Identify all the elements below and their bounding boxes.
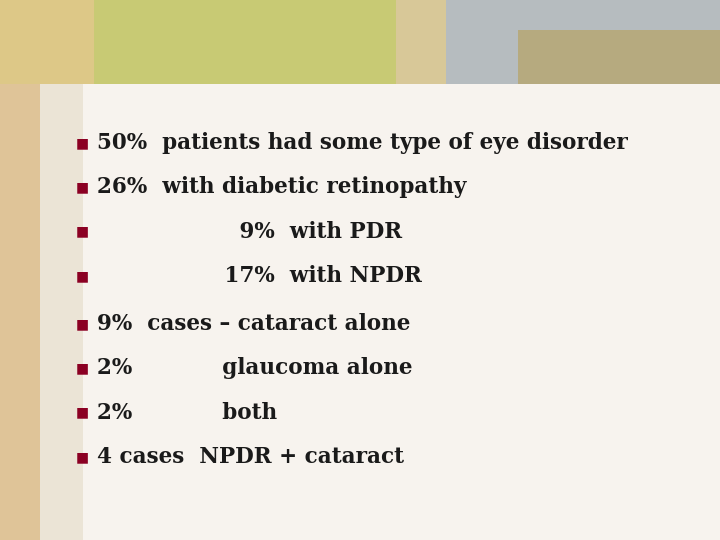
Text: 26%  with diabetic retinopathy: 26% with diabetic retinopathy <box>97 177 467 198</box>
Text: 4 cases  NPDR + cataract: 4 cases NPDR + cataract <box>97 446 404 468</box>
Text: ■: ■ <box>76 361 89 375</box>
Text: ■: ■ <box>76 225 89 239</box>
Text: ■: ■ <box>76 450 89 464</box>
Text: 9%  with PDR: 9% with PDR <box>97 221 402 242</box>
Text: ■: ■ <box>76 136 89 150</box>
Text: 17%  with NPDR: 17% with NPDR <box>97 265 422 287</box>
Bar <box>94 0 396 84</box>
Bar <box>0 0 94 84</box>
Text: 50%  patients had some type of eye disorder: 50% patients had some type of eye disord… <box>97 132 628 154</box>
Bar <box>446 0 720 84</box>
Text: 9%  cases – cataract alone: 9% cases – cataract alone <box>97 313 410 335</box>
Bar <box>0 0 720 84</box>
Bar <box>518 30 720 84</box>
Text: ■: ■ <box>76 269 89 283</box>
Bar <box>40 84 720 540</box>
Text: ■: ■ <box>76 317 89 331</box>
Text: 2%            glaucoma alone: 2% glaucoma alone <box>97 357 413 379</box>
Bar <box>0 0 40 540</box>
Bar <box>94 0 396 84</box>
Text: ■: ■ <box>76 180 89 194</box>
Text: ■: ■ <box>76 406 89 420</box>
Text: 2%            both: 2% both <box>97 402 277 423</box>
Bar <box>40 84 83 540</box>
